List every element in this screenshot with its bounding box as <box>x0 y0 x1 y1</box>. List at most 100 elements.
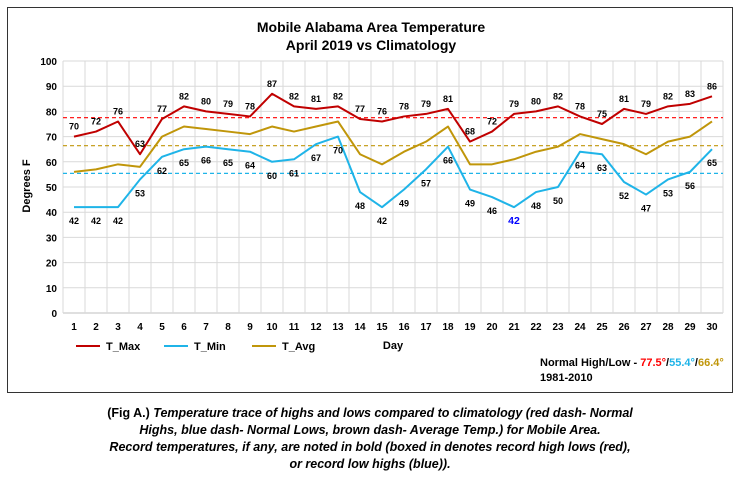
x-tick-label: 5 <box>159 322 165 333</box>
x-tick-label: 7 <box>203 322 209 333</box>
data-label-t_min: 53 <box>135 188 145 198</box>
data-label-t_max: 79 <box>421 99 431 109</box>
data-label-t_min: 42 <box>91 216 101 226</box>
y-tick-label: 80 <box>46 107 58 118</box>
data-label-t_max: 79 <box>223 99 233 109</box>
data-label-t_min: 60 <box>267 171 277 181</box>
data-label-t_min: 62 <box>157 166 167 176</box>
y-tick-label: 50 <box>46 183 58 194</box>
x-tick-label: 13 <box>332 322 344 333</box>
normal-high-value: 77.5° <box>640 357 667 369</box>
data-label-t_min: 66 <box>443 156 453 166</box>
x-tick-label: 30 <box>706 322 718 333</box>
data-label-t_max: 78 <box>575 101 585 111</box>
y-tick-label: 70 <box>46 133 58 144</box>
data-label-t_min: 48 <box>355 201 365 211</box>
y-tick-label: 20 <box>46 259 58 270</box>
legend-label-t_max: T_Max <box>106 341 141 353</box>
data-label-t_max: 76 <box>377 106 387 116</box>
x-tick-label: 26 <box>618 322 630 333</box>
data-label-t_max: 82 <box>553 91 563 101</box>
data-label-t_min: 42 <box>508 215 520 227</box>
y-tick-label: 90 <box>46 82 58 93</box>
data-label-t_min: 52 <box>619 191 629 201</box>
x-tick-label: 10 <box>266 322 278 333</box>
x-tick-label: 12 <box>310 322 322 333</box>
data-label-t_min: 66 <box>201 156 211 166</box>
normal-separator-1: / <box>666 357 670 369</box>
data-label-t_min: 42 <box>69 216 79 226</box>
series-line-t_avg <box>73 120 713 173</box>
data-label-t_max: 82 <box>663 91 673 101</box>
x-tick-label: 22 <box>530 322 542 333</box>
x-tick-label: 11 <box>289 322 300 333</box>
data-label-t_min: 42 <box>113 216 123 226</box>
legend-label-t_min: T_Min <box>194 341 226 353</box>
caption-line-2: Highs, blue dash- Normal Lows, brown das… <box>139 423 601 437</box>
data-label-t_min: 65 <box>707 158 717 168</box>
x-tick-label: 19 <box>464 322 476 333</box>
normal-prefix: Normal High/Low - <box>540 357 641 369</box>
data-label-t_max: 78 <box>399 101 409 111</box>
data-label-t_max: 76 <box>113 106 123 116</box>
y-tick-label: 40 <box>46 208 58 219</box>
data-label-t_min: 65 <box>223 158 233 168</box>
y-tick-label: 30 <box>46 233 58 244</box>
data-label-t_max: 75 <box>597 109 607 119</box>
chart-subtitle: April 2019 vs Climatology <box>286 37 457 53</box>
x-tick-label: 27 <box>640 322 652 333</box>
data-label-t_max: 72 <box>487 117 497 127</box>
data-label-t_min: 70 <box>333 146 343 156</box>
x-tick-label: 18 <box>442 322 454 333</box>
data-label-t_max: 82 <box>333 91 343 101</box>
data-label-t_max: 80 <box>201 96 211 106</box>
x-tick-label: 28 <box>662 322 674 333</box>
data-label-t_min: 48 <box>531 201 541 211</box>
x-tick-label: 16 <box>398 322 410 333</box>
x-tick-label: 4 <box>137 322 143 333</box>
y-tick-label: 60 <box>46 158 58 169</box>
data-label-t_max: 79 <box>641 99 651 109</box>
temperature-chart: Mobile Alabama Area Temperature April 20… <box>21 19 724 353</box>
x-tick-label: 9 <box>247 322 253 333</box>
data-label-t_min: 49 <box>465 199 475 209</box>
data-label-t_max: 72 <box>91 117 101 127</box>
legend-label-t_avg: T_Avg <box>282 341 315 353</box>
normal-avg-value: 66.4° <box>697 357 724 369</box>
data-label-t_max: 70 <box>69 122 79 132</box>
x-axis-label: Day <box>383 340 404 352</box>
caption-line-4: or record low highs (blue)). <box>289 457 451 471</box>
x-tick-label: 3 <box>115 322 121 333</box>
x-tick-label: 17 <box>420 322 432 333</box>
data-label-t_min: 64 <box>575 161 585 171</box>
data-label-t_min: 53 <box>663 188 673 198</box>
y-tick-label: 10 <box>46 284 58 295</box>
data-label-t_max: 81 <box>443 94 453 104</box>
x-tick-label: 6 <box>181 322 187 333</box>
data-label-t_min: 57 <box>421 178 431 188</box>
caption-line-3: Record temperatures, if any, are noted i… <box>109 440 631 454</box>
x-tick-label: 25 <box>596 322 608 333</box>
data-label-t_max: 86 <box>707 81 717 91</box>
y-axis-label: Degrees F <box>21 159 33 212</box>
data-label-t_max: 83 <box>685 89 695 99</box>
x-tick-label: 14 <box>354 322 366 333</box>
data-label-t_max: 82 <box>179 91 189 101</box>
data-label-t_max: 79 <box>509 99 519 109</box>
caption-line-1-text: Temperature trace of highs and lows comp… <box>149 406 633 420</box>
data-label-t_max: 77 <box>355 104 365 114</box>
normal-separator-2: / <box>694 357 698 369</box>
data-label-t_min: 65 <box>179 158 189 168</box>
data-label-t_max: 81 <box>619 94 629 104</box>
data-label-t_max: 80 <box>531 96 541 106</box>
x-tick-label: 20 <box>486 322 498 333</box>
data-label-t_min: 47 <box>641 204 651 214</box>
chart-title: Mobile Alabama Area Temperature <box>257 19 485 35</box>
x-tick-label: 21 <box>508 322 520 333</box>
data-label-t_max: 78 <box>245 101 255 111</box>
y-tick-label: 0 <box>51 309 57 320</box>
data-label-t_min: 64 <box>245 161 255 171</box>
data-label-t_min: 61 <box>289 168 299 178</box>
x-tick-label: 23 <box>552 322 564 333</box>
data-label-t_min: 49 <box>399 199 409 209</box>
